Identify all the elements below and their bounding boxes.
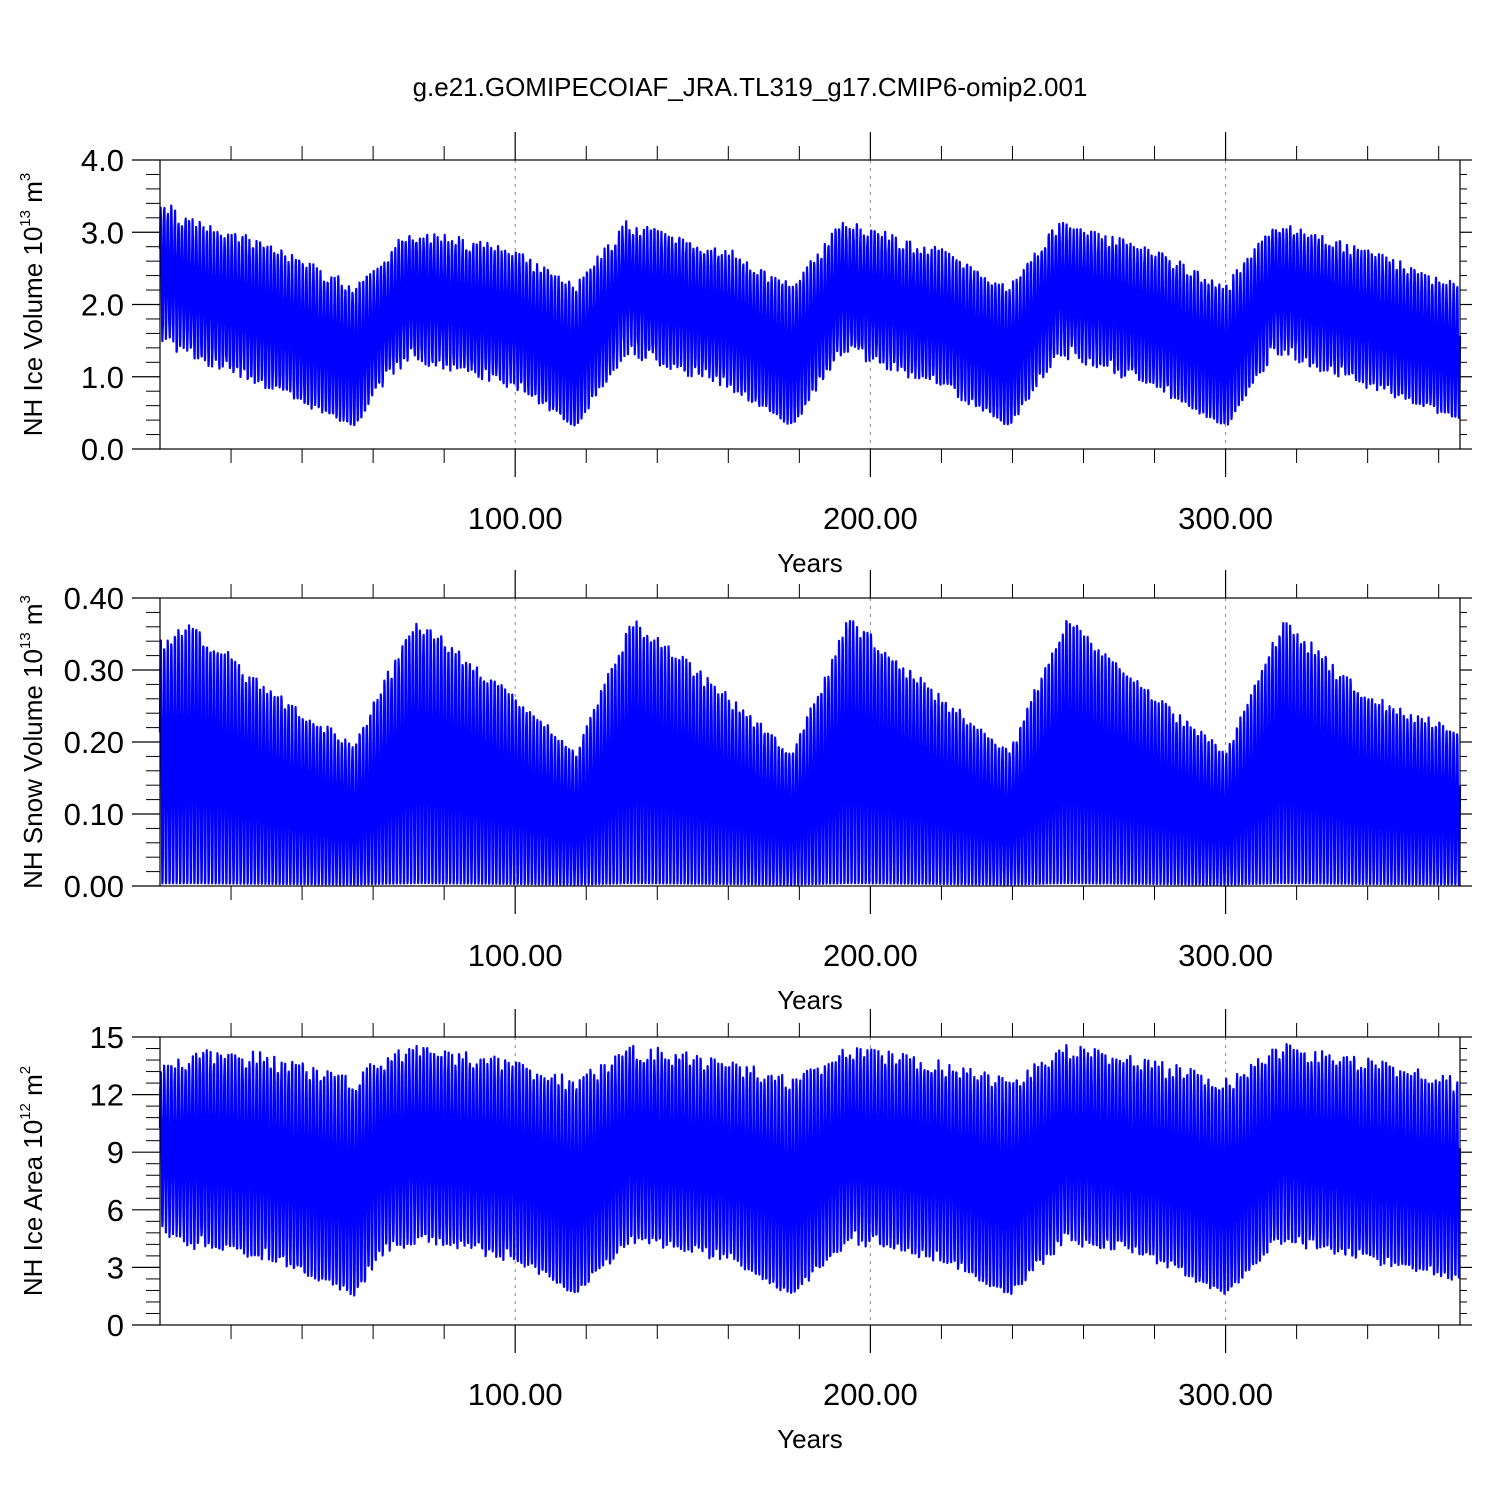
y-axis-label-unit: m [18,181,48,210]
x-tick-label: 200.00 [823,501,918,536]
y-tick-label: 15 [90,1020,124,1055]
y-tick-label: 9 [107,1135,124,1170]
panel-2: 0.00 0.10 0.20 0.30 0.40 100.00 200.00 300.00 Ye… [17,570,1472,1015]
y-tick-label: 0.20 [64,725,124,760]
chart-title: g.e21.GOMIPECOIAF_JRA.TL319_g17.CMIP6-om… [412,72,1088,102]
x-axis-label: Years [777,985,843,1015]
y-tick-label: 3 [107,1250,124,1285]
y-tick-label: 0.30 [64,653,124,688]
y-tick-label: 4.0 [81,143,124,178]
panel-1: 0.0 1.0 2.0 3.0 4.0 100.00 200.00 300.00 Years NH… [17,132,1472,578]
y-axis-label-unit: m [18,1074,48,1103]
x-tick-label: 100.00 [468,938,563,973]
y-axis-label-exponent: 13 [17,210,34,227]
y-tick-label: 0 [107,1308,124,1343]
y-tick-label: 2.0 [81,288,124,323]
y-axis-label-main: NH Ice Volume 10 [18,227,48,437]
y-axis-label-exponent: 13 [17,632,34,649]
y-axis-label-unit: m [18,603,48,632]
data-series-line [158,204,1462,427]
x-tick-label: 300.00 [1178,501,1273,536]
x-tick-label: 300.00 [1178,1377,1273,1412]
y-axis-label-exponent: 12 [17,1103,34,1120]
x-tick-label: 100.00 [468,1377,563,1412]
x-tick-label: 100.00 [468,501,563,536]
y-axis-label-unit-exponent: 3 [17,173,34,181]
x-tick-label: 300.00 [1178,938,1273,973]
y-axis-label: NH Ice Area 1012 m2 [17,1066,48,1296]
data-series-line [158,619,1462,886]
y-tick-label: 3.0 [81,215,124,250]
x-axis-label: Years [777,1424,843,1454]
y-tick-label: 12 [90,1078,124,1113]
y-tick-label: 0.10 [64,797,124,832]
y-axis-label-main: NH Ice Area 10 [18,1120,48,1296]
y-tick-label: 0.00 [64,869,124,904]
y-axis-label-unit-exponent: 3 [17,595,34,603]
x-tick-label: 200.00 [823,938,918,973]
y-axis-label: NH Snow Volume 1013 m3 [17,595,48,889]
y-axis-label-unit-exponent: 2 [17,1066,34,1074]
panel-3: 0 3 6 9 12 15 100.00 200.00 300.00 Years NH Ice Ar… [17,1009,1472,1454]
y-axis-label-main: NH Snow Volume 10 [18,649,48,889]
y-axis-label: NH Ice Volume 1013 m3 [17,173,48,436]
y-tick-label: 0.40 [64,581,124,616]
x-axis-label: Years [777,548,843,578]
plot-frame [159,1036,1461,1326]
y-tick-label: 6 [107,1193,124,1228]
y-tick-label: 0.0 [81,432,124,467]
y-tick-label: 1.0 [81,360,124,395]
x-tick-label: 200.00 [823,1377,918,1412]
data-series-line [158,1043,1462,1297]
